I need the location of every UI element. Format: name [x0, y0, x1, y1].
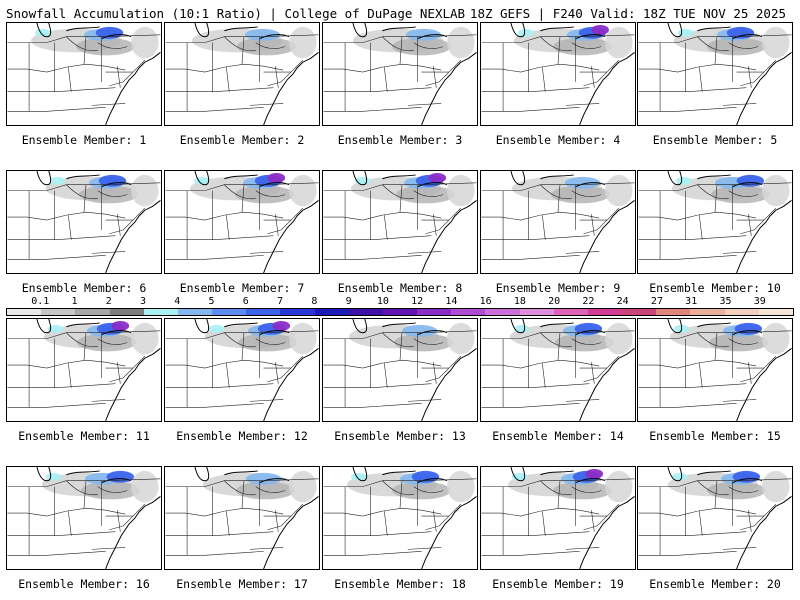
- color-scale-swatch: [724, 309, 759, 315]
- color-scale-swatch: [280, 309, 315, 315]
- color-scale-swatch: [212, 309, 247, 315]
- color-scale-tick: 8: [311, 296, 318, 307]
- color-scale-swatch: [41, 309, 76, 315]
- ensemble-member-label: Ensemble Member: 15: [649, 429, 781, 443]
- color-scale-tick: 5: [208, 296, 215, 307]
- ensemble-panel-1: [6, 22, 162, 126]
- ensemble-member-label: Ensemble Member: 19: [492, 577, 624, 591]
- color-scale-legend: 0.1 1 2 3 4 5 6 7 8 9 10 12 14 16 18 20 22 24 27 31 35 39: [6, 296, 794, 318]
- snowfall-shading: [347, 470, 475, 503]
- ensemble-member-label: Ensemble Member: 4: [495, 133, 621, 147]
- color-scale-tick: 22: [582, 296, 595, 307]
- ensemble-panel-19: [480, 466, 636, 570]
- color-scale-swatch: [348, 309, 383, 315]
- ensemble-panel-12: [164, 318, 320, 422]
- color-scale-tick: 1: [71, 296, 78, 307]
- ensemble-panel-9: [480, 170, 636, 274]
- ensemble-member-label: Ensemble Member: 20: [649, 577, 781, 591]
- color-scale-tick-labels: 0.1 1 2 3 4 5 6 7 8 9 10 12 14 16 18 20 22 24 27 31 35 39: [6, 296, 794, 307]
- color-scale-swatch: [553, 309, 588, 315]
- color-scale-swatch: [109, 309, 144, 315]
- color-scale-swatch: [622, 309, 657, 315]
- color-scale-tick: 18: [513, 296, 526, 307]
- color-scale-swatch: [451, 309, 486, 315]
- chart-title: Snowfall Accumulation (10:1 Ratio) | Col…: [6, 6, 466, 21]
- color-scale-swatch: [690, 309, 725, 315]
- ensemble-member-label: Ensemble Member: 7: [179, 281, 305, 295]
- color-scale-bar: [6, 308, 794, 316]
- color-scale-tick: 16: [479, 296, 492, 307]
- color-scale-swatch: [758, 309, 793, 315]
- ensemble-panel-5: [637, 22, 793, 126]
- color-scale-tick: 9: [345, 296, 352, 307]
- ensemble-panel-16: [6, 466, 162, 570]
- snowfall-shading: [511, 174, 633, 207]
- ensemble-panel-2: [164, 22, 320, 126]
- color-scale-swatch: [7, 309, 42, 315]
- ensemble-member-label: Ensemble Member: 9: [495, 281, 621, 295]
- color-scale-tick: 12: [411, 296, 424, 307]
- color-scale-tick: 10: [376, 296, 389, 307]
- color-scale-tick: 7: [277, 296, 284, 307]
- color-scale-swatch: [75, 309, 110, 315]
- ensemble-member-label: Ensemble Member: 17: [176, 577, 308, 591]
- ensemble-member-label: Ensemble Member: 10: [649, 281, 781, 295]
- color-scale-tick: 0.1: [31, 296, 50, 307]
- ensemble-panel-6: [6, 170, 162, 274]
- ensemble-member-label: Ensemble Member: 14: [492, 429, 624, 443]
- ensemble-panel-18: [322, 466, 478, 570]
- color-scale-tick: 31: [685, 296, 698, 307]
- ensemble-panel-4: [480, 22, 636, 126]
- ensemble-panel-3: [322, 22, 478, 126]
- color-scale-tick: 27: [650, 296, 663, 307]
- color-scale-tick: 24: [616, 296, 629, 307]
- color-scale-swatch: [177, 309, 213, 315]
- ensemble-panel-13: [322, 318, 478, 422]
- ensemble-panel-10: [637, 170, 793, 274]
- ensemble-panel-15: [637, 318, 793, 422]
- ensemble-panel-8: [322, 170, 478, 274]
- ensemble-member-label: Ensemble Member: 12: [176, 429, 308, 443]
- ensemble-member-label: Ensemble Member: 5: [652, 133, 778, 147]
- ensemble-member-label: Ensemble Member: 11: [18, 429, 150, 443]
- ensemble-member-label: Ensemble Member: 16: [18, 577, 150, 591]
- ensemble-panel-17: [164, 466, 320, 570]
- color-scale-tick: 4: [174, 296, 181, 307]
- ensemble-member-label: Ensemble Member: 8: [337, 281, 463, 295]
- color-scale-swatch: [485, 309, 520, 315]
- color-scale-swatch: [246, 309, 281, 315]
- snowfall-shading: [31, 26, 159, 59]
- color-scale-tick: 35: [719, 296, 732, 307]
- ensemble-member-label: Ensemble Member: 6: [21, 281, 147, 295]
- color-scale-tick: 2: [105, 296, 112, 307]
- ensemble-member-label: Ensemble Member: 1: [21, 133, 147, 147]
- color-scale-swatch: [314, 309, 349, 315]
- color-scale-swatch: [519, 309, 554, 315]
- color-scale-tick: 20: [548, 296, 561, 307]
- color-scale-tick: 39: [753, 296, 766, 307]
- color-scale-swatch: [382, 309, 418, 315]
- color-scale-tick: 6: [242, 296, 249, 307]
- color-scale-swatch: [656, 309, 691, 315]
- ensemble-panel-20: [637, 466, 793, 570]
- color-scale-swatch: [417, 309, 452, 315]
- color-scale-tick: 3: [140, 296, 147, 307]
- color-scale-tick: 14: [445, 296, 458, 307]
- ensemble-panel-7: [164, 170, 320, 274]
- ensemble-member-label: Ensemble Member: 13: [334, 429, 466, 443]
- color-scale-swatch: [143, 309, 178, 315]
- ensemble-member-label: Ensemble Member: 3: [337, 133, 463, 147]
- ensemble-member-label: Ensemble Member: 18: [334, 577, 466, 591]
- ensemble-member-label: Ensemble Member: 2: [179, 133, 305, 147]
- ensemble-panel-14: [480, 318, 636, 422]
- run-valid-time: 18Z GEFS | F240 Valid: 18Z TUE NOV 25 20…: [469, 6, 786, 21]
- ensemble-panel-11: [6, 318, 162, 422]
- color-scale-swatch: [587, 309, 623, 315]
